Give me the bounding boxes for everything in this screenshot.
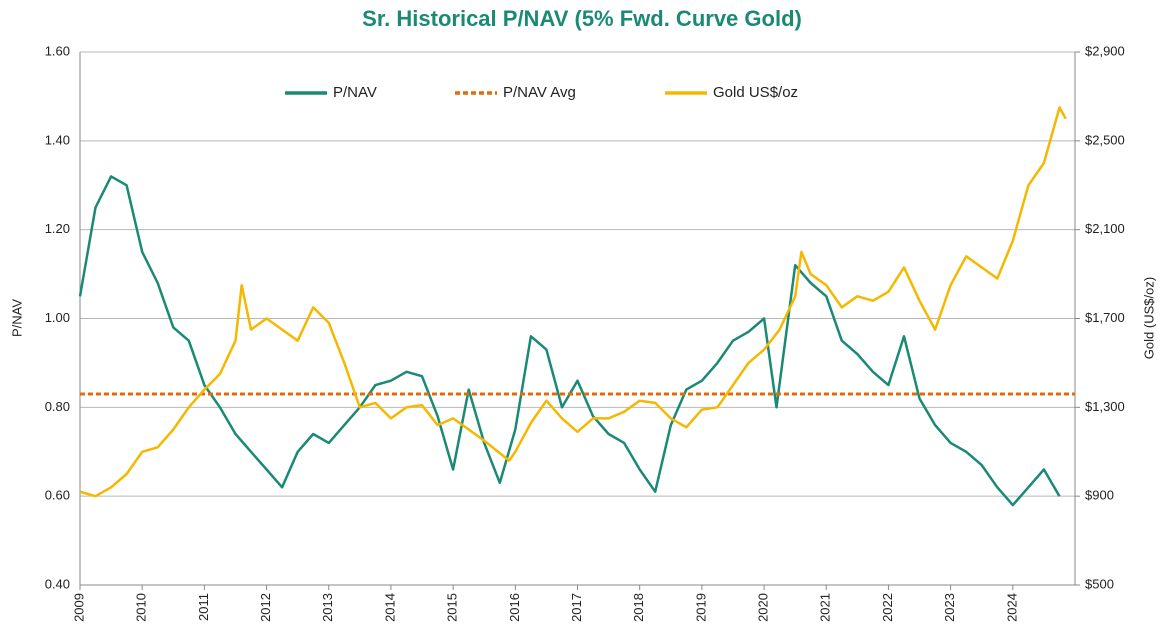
legend-label: P/NAV [333, 84, 377, 101]
y2-tick-label: $1,700 [1085, 310, 1125, 325]
y-tick-label: 0.60 [45, 488, 70, 503]
x-tick-label: 2013 [320, 593, 335, 622]
series-line [79, 106, 1067, 498]
legend-label: Gold US$/oz [713, 84, 798, 101]
y-tick-label: 0.40 [45, 576, 70, 591]
y-tick-label: 1.60 [45, 43, 70, 58]
y2-axis-label: Gold (US$/oz) [1141, 277, 1156, 359]
x-tick-label: 2009 [71, 593, 86, 622]
x-tick-label: 2022 [880, 593, 895, 622]
x-tick-label: 2015 [445, 593, 460, 622]
x-tick-label: 2014 [382, 593, 397, 622]
x-tick-label: 2010 [134, 593, 149, 622]
y-tick-label: 1.40 [45, 132, 70, 147]
x-tick-label: 2023 [942, 593, 957, 622]
y-axis-label: P/NAV [9, 299, 24, 337]
y2-tick-label: $2,500 [1085, 132, 1125, 147]
y-tick-label: 1.20 [45, 221, 70, 236]
y2-tick-label: $1,300 [1085, 399, 1125, 414]
y2-tick-label: $2,100 [1085, 221, 1125, 236]
y2-tick-label: $900 [1085, 488, 1114, 503]
x-tick-label: 2019 [693, 593, 708, 622]
y2-tick-label: $2,900 [1085, 43, 1125, 58]
chart-title: Sr. Historical P/NAV (5% Fwd. Curve Gold… [362, 6, 802, 31]
y-tick-label: 0.80 [45, 399, 70, 414]
x-tick-label: 2011 [196, 593, 211, 621]
legend-label: P/NAV Avg [503, 84, 576, 101]
x-tick-label: 2017 [569, 593, 584, 622]
x-tick-label: 2024 [1004, 593, 1019, 622]
x-tick-label: 2021 [818, 593, 833, 622]
y-tick-label: 1.00 [45, 310, 70, 325]
x-tick-label: 2020 [756, 593, 771, 622]
series-line [78, 175, 1061, 507]
x-tick-label: 2016 [507, 593, 522, 622]
x-tick-label: 2018 [631, 593, 646, 622]
x-tick-label: 2012 [258, 593, 273, 622]
y2-tick-label: $500 [1085, 576, 1114, 591]
